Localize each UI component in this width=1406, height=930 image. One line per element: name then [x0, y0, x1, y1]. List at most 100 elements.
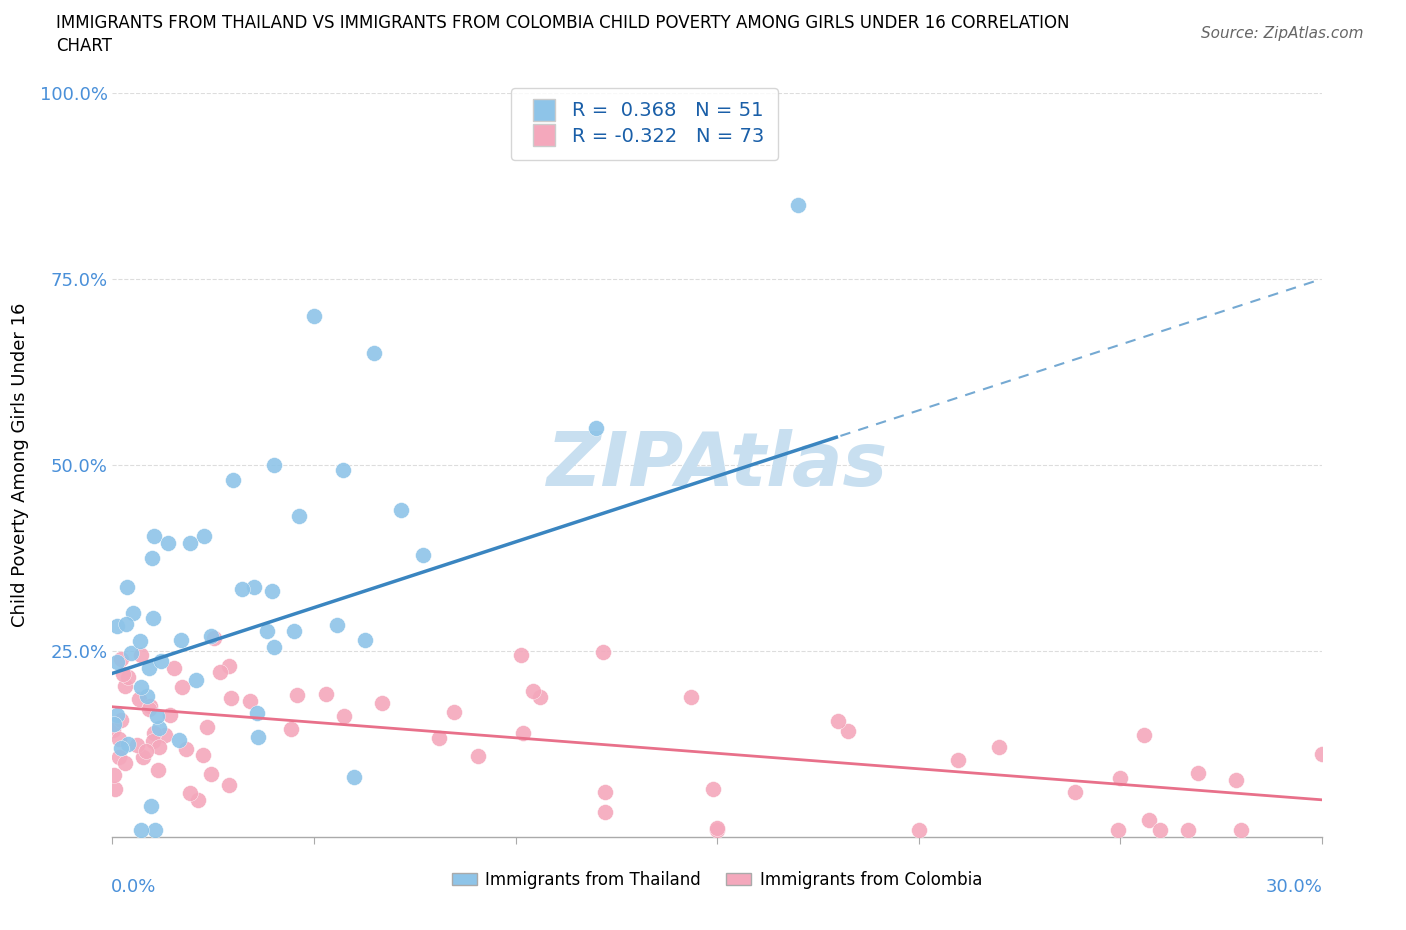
Point [128, 692, 150, 707]
Point [256, 623, 278, 638]
Point [389, 502, 412, 517]
Text: 0.0%: 0.0% [111, 878, 156, 896]
Point [246, 730, 269, 745]
Point [139, 799, 162, 814]
Point [115, 616, 138, 631]
Point [120, 645, 142, 660]
Point [108, 750, 131, 764]
Point [263, 458, 285, 472]
Y-axis label: Child Poverty Among Girls Under 16: Child Poverty Among Girls Under 16 [10, 303, 28, 627]
Point [702, 781, 724, 796]
Point [114, 756, 136, 771]
Point [285, 687, 308, 702]
Point [239, 693, 262, 708]
Point [283, 624, 305, 639]
Point [522, 684, 544, 698]
Point [593, 804, 616, 819]
Point [1064, 785, 1087, 800]
Point [149, 653, 172, 668]
Point [146, 763, 169, 777]
Point [112, 666, 135, 681]
Point [946, 752, 969, 767]
Text: 30.0%: 30.0% [1265, 878, 1323, 896]
Point [143, 528, 166, 543]
Point [117, 670, 139, 684]
Point [363, 346, 385, 361]
Point [326, 618, 349, 632]
Point [163, 660, 186, 675]
Point [142, 611, 165, 626]
Point [135, 744, 157, 759]
Point [231, 581, 253, 596]
Point [512, 725, 534, 740]
Point [529, 689, 551, 704]
Point [115, 579, 138, 594]
Point [110, 712, 132, 727]
Text: IMMIGRANTS FROM THAILAND VS IMMIGRANTS FROM COLOMBIA CHILD POVERTY AMONG GIRLS U: IMMIGRANTS FROM THAILAND VS IMMIGRANTS F… [56, 14, 1070, 32]
Point [280, 722, 302, 737]
Point [117, 737, 139, 751]
Point [988, 739, 1011, 754]
Point [191, 748, 214, 763]
Point [136, 688, 159, 703]
Point [193, 528, 215, 543]
Point [371, 695, 394, 710]
Point [200, 629, 222, 644]
Point [332, 463, 354, 478]
Point [138, 660, 160, 675]
Point [288, 509, 311, 524]
Point [243, 579, 266, 594]
Point [103, 768, 125, 783]
Point [510, 648, 533, 663]
Point [127, 737, 149, 752]
Point [139, 698, 162, 713]
Point [706, 821, 728, 836]
Point [142, 725, 165, 740]
Point [1109, 770, 1132, 785]
Point [1310, 747, 1333, 762]
Point [827, 713, 849, 728]
Point [122, 605, 145, 620]
Point [592, 645, 614, 660]
Point [156, 536, 179, 551]
Point [153, 727, 176, 742]
Point [218, 658, 240, 673]
Legend: Immigrants from Thailand, Immigrants from Colombia: Immigrants from Thailand, Immigrants fro… [446, 864, 988, 896]
Point [103, 716, 125, 731]
Point [218, 777, 240, 792]
Point [104, 781, 127, 796]
Point [219, 690, 242, 705]
Point [179, 536, 201, 551]
Point [146, 709, 169, 724]
Point [263, 640, 285, 655]
Point [333, 709, 356, 724]
Point [343, 770, 366, 785]
Point [222, 472, 245, 487]
Point [110, 740, 132, 755]
Point [679, 689, 702, 704]
Point [302, 309, 325, 324]
Point [1137, 813, 1160, 828]
Point [706, 822, 728, 837]
Text: CHART: CHART [56, 37, 112, 55]
Point [1149, 822, 1171, 837]
Point [786, 197, 808, 212]
Text: Source: ZipAtlas.com: Source: ZipAtlas.com [1201, 26, 1364, 41]
Point [174, 742, 197, 757]
Point [131, 680, 153, 695]
Point [585, 420, 607, 435]
Point [170, 680, 193, 695]
Point [105, 707, 128, 722]
Point [443, 704, 465, 719]
Point [208, 665, 231, 680]
Point [129, 633, 152, 648]
Point [195, 719, 218, 734]
Point [110, 651, 132, 666]
Point [1177, 822, 1199, 837]
Point [467, 749, 489, 764]
Point [1107, 822, 1129, 837]
Point [202, 631, 225, 645]
Point [169, 733, 191, 748]
Point [1133, 728, 1156, 743]
Point [142, 734, 165, 749]
